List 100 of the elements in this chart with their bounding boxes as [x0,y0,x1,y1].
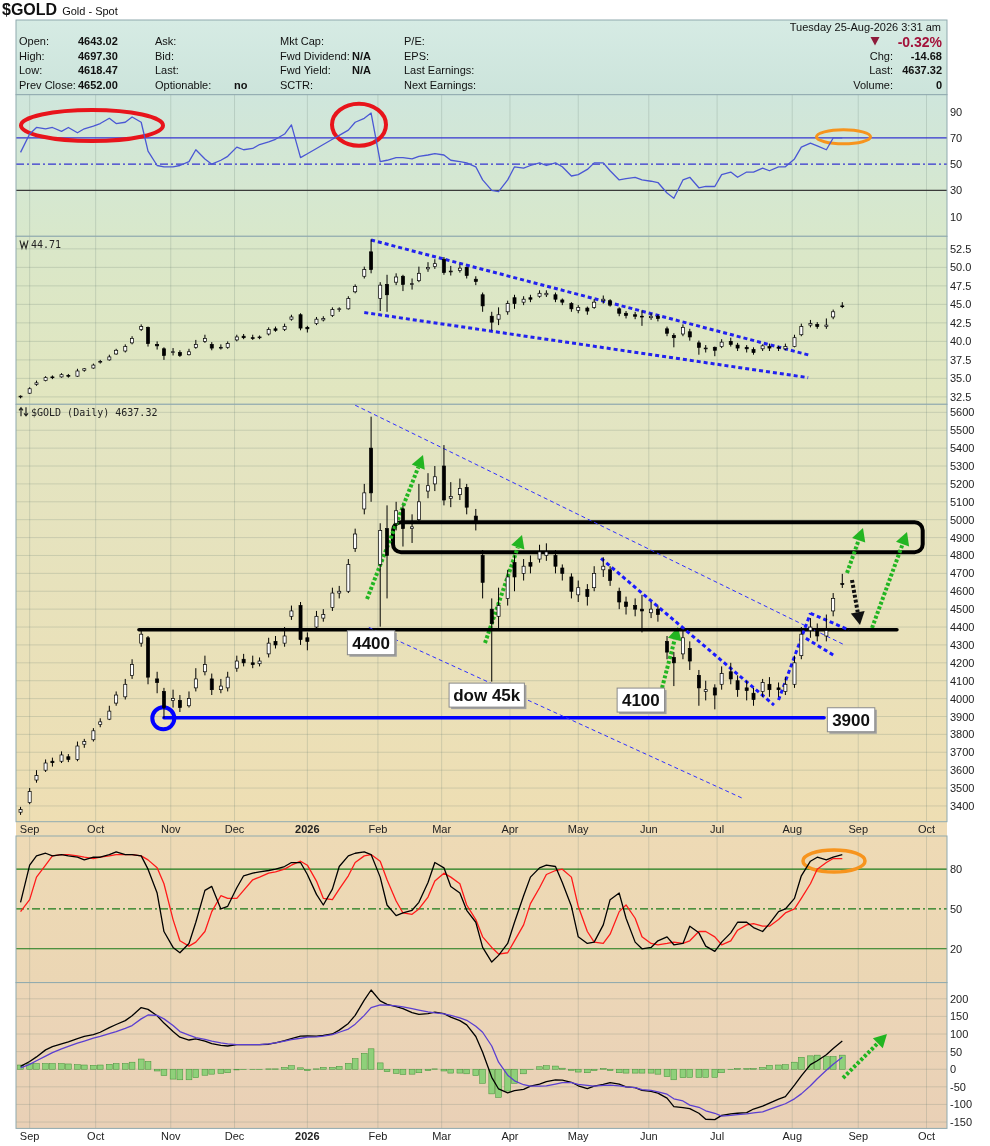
text: N/A [352,64,371,76]
x-tick-label: 2026 [295,823,320,836]
text: 4618.47 [78,64,118,76]
text: Volume: [853,78,893,91]
x-tick-label: Dec [224,1129,245,1142]
y-tick-label: 50.0 [950,261,972,274]
y-tick-label: 4500 [950,603,975,616]
y-tick-label: 20 [950,942,963,955]
text: N/A [352,49,371,62]
y-tick-label: 100 [950,1028,969,1041]
y-tick-label: 40.0 [950,335,972,348]
text: P/E: [404,35,425,47]
y-tick-label: 35.0 [950,372,972,385]
annotation: dow 45k [453,686,521,706]
x-tick-label: Jun [639,823,658,836]
y-tick-label: -100 [950,1098,973,1111]
x-tick-label: Mar [432,823,452,836]
y-tick-label: -150 [950,1116,973,1129]
x-tick-label: Oct [917,1129,936,1142]
y-tick-label: 5000 [950,513,975,526]
x-tick-label: Nov [161,1129,182,1142]
text: Low: [19,64,43,76]
y-tick-label: 0 [950,1063,957,1076]
x-tick-label: Nov [161,823,182,836]
text: 4652.00 [78,78,118,91]
x-tick-label: Feb [368,1129,388,1142]
y-tick-label: 50 [950,902,963,915]
x-tick-label: Sep [848,823,869,836]
x-tick-label: Apr [501,1129,519,1142]
y-tick-label: 37.5 [950,353,972,366]
x-tick-label: Jun [639,1129,658,1142]
text: Ask: [155,35,177,47]
y-tick-label: 3700 [950,746,975,759]
text: SCTR: [280,78,313,91]
text: Fwd Yield: [280,64,331,76]
text: Next Earnings: [404,78,477,91]
y-tick-label: 30 [950,184,963,197]
y-tick-label: 4400 [950,621,975,634]
x-tick-label: Aug [782,1129,802,1142]
x-tick-label: Sep [848,1129,869,1142]
x-tick-label: Feb [368,823,388,836]
x-tick-label: Apr [501,823,519,836]
y-tick-label: 10 [950,210,963,223]
text: Prev Close: [19,78,76,91]
x-tick-label: May [567,823,590,836]
y-tick-label: 5300 [950,460,975,473]
x-tick-label: Aug [782,823,802,836]
x-tick-label: Sep [19,823,40,836]
text: Open: [19,35,49,47]
text: Last: [869,64,893,76]
y-tick-label: 4800 [950,549,975,562]
y-tick-label: -50 [950,1080,966,1093]
text: 4697.30 [78,49,118,62]
text: Tuesday 25-Aug-2026 3:31 am [789,20,941,33]
text: Chg: [869,49,893,62]
y-tick-label: 4700 [950,567,975,580]
text: no [234,78,248,91]
y-tick-label: 4100 [950,674,975,687]
y-tick-label: 5600 [950,406,975,419]
y-tick-label: 3400 [950,799,975,812]
y-tick-label: 3600 [950,764,975,777]
y-tick-label: 4200 [950,656,975,669]
y-tick-label: 32.5 [950,390,972,403]
x-tick-label: Mar [432,1129,452,1142]
text: Fwd Dividend: [280,49,350,62]
x-tick-label: Oct [87,823,105,836]
y-tick-label: 5100 [950,495,975,508]
y-tick-label: 5500 [950,424,975,437]
y-tick-label: 4900 [950,531,975,544]
chart-title: 44.71 [31,238,62,250]
y-tick-label: 52.5 [950,242,972,255]
text: -0.32% [897,33,943,50]
y-tick-label: 80 [950,863,963,876]
text: 4643.02 [78,35,118,47]
text: 4637.32 [902,64,942,76]
text: Last Earnings: [404,64,475,76]
y-tick-label: 47.5 [950,279,972,292]
y-tick-label: 5200 [950,477,975,490]
y-tick-label: 50 [950,158,963,171]
x-tick-label: May [567,1129,590,1142]
y-tick-label: 70 [950,131,963,144]
y-tick-label: 4600 [950,585,975,598]
text: Last: [155,64,179,76]
text: Mkt Cap: [280,35,325,47]
chart-title: $GOLD (Daily) 4637.32 [31,406,158,418]
x-tick-label: Dec [224,823,245,836]
x-tick-label: 2026 [295,1129,320,1142]
text: Gold - Spot [62,5,118,17]
text: High: [19,49,45,62]
x-tick-label: Oct [87,1129,105,1142]
x-tick-label: Oct [917,823,936,836]
y-tick-label: 5400 [950,442,975,455]
y-tick-label: 50 [950,1045,963,1058]
y-tick-label: 150 [950,1010,969,1023]
y-tick-label: 4000 [950,692,975,705]
annotation: 4400 [352,633,391,653]
text: 0 [935,78,942,91]
y-tick-label: 45.0 [950,298,972,311]
text: Optionable: [155,78,212,91]
y-tick-label: 42.5 [950,316,972,329]
